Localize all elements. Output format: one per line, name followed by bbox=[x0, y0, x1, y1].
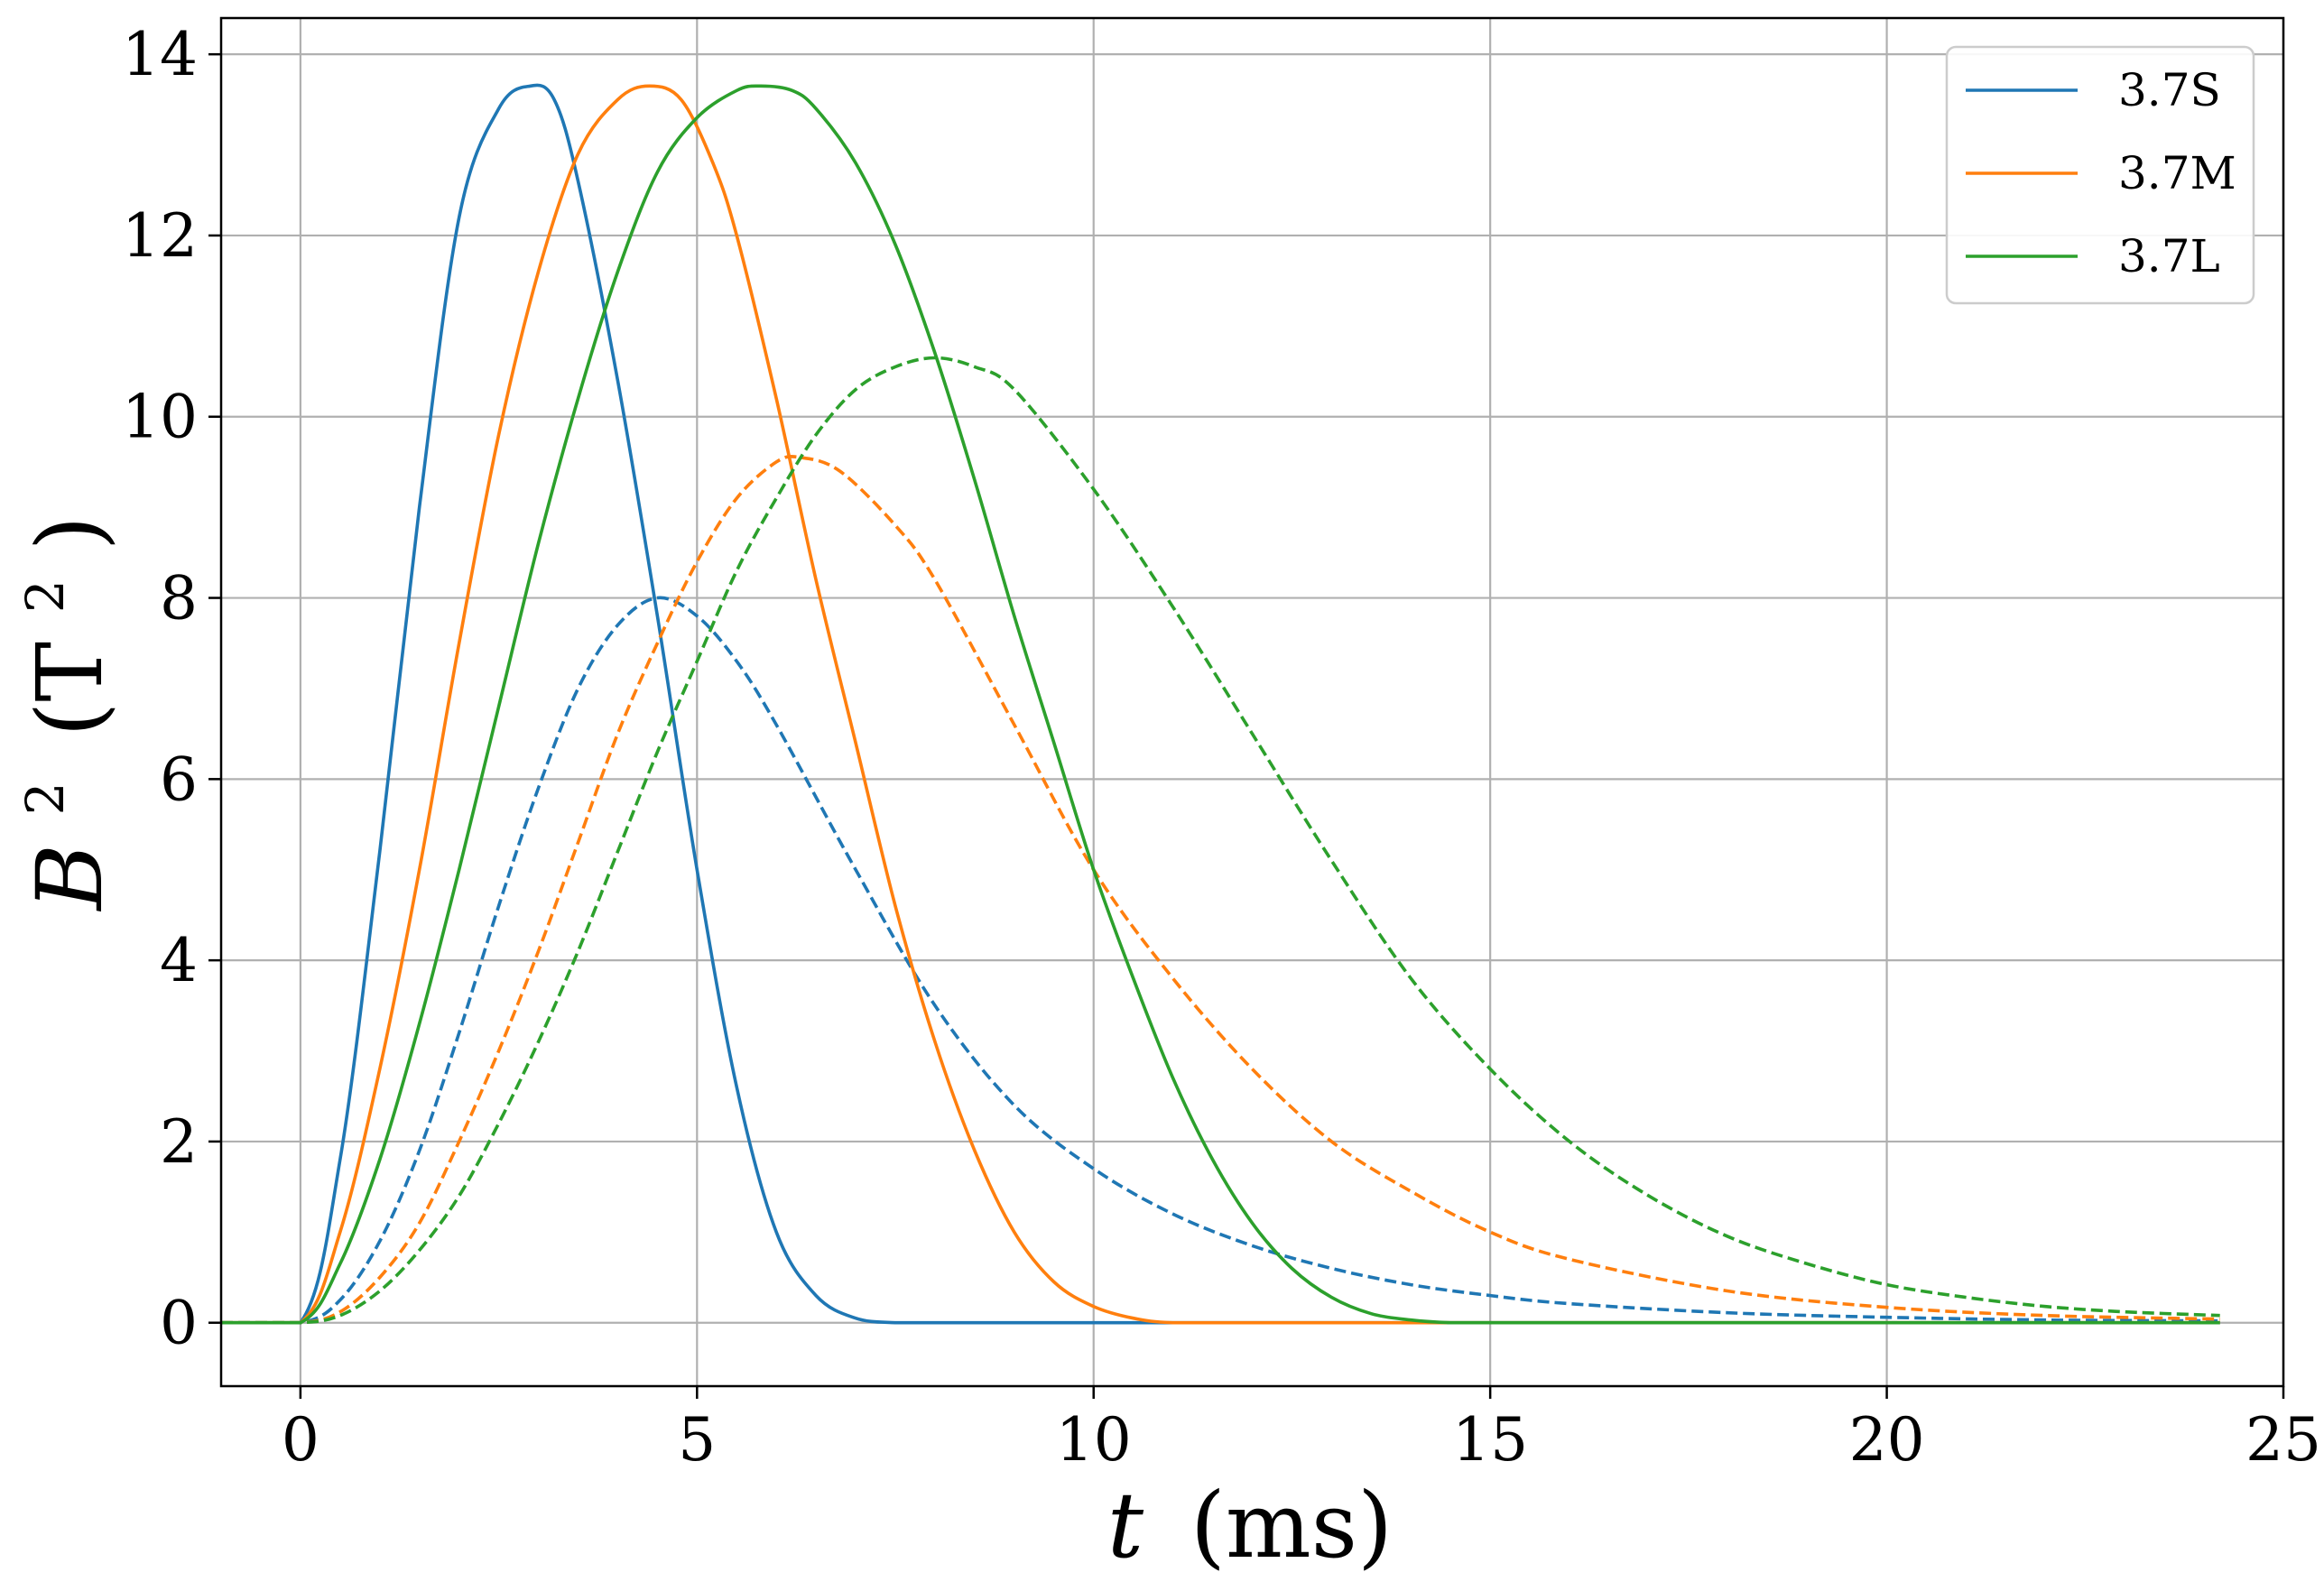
y-tick-label: 0 bbox=[160, 1289, 198, 1358]
series-line-3-7m-dashed bbox=[220, 455, 2220, 1325]
x-axis-label: t (ms) bbox=[1107, 1473, 1393, 1578]
series-line-3-7l-dashed bbox=[220, 356, 2220, 1325]
x-tick-label: 20 bbox=[1849, 1405, 1925, 1475]
x-tick-label: 10 bbox=[1056, 1405, 1132, 1475]
series-lines bbox=[220, 83, 2220, 1325]
legend-entry-label: 3.7L bbox=[2118, 230, 2220, 282]
y-axis-label-unit-close: ) bbox=[17, 515, 123, 550]
y-axis-label-var: B bbox=[17, 844, 123, 912]
legend-box bbox=[1945, 45, 2255, 305]
series-line-3-7s-solid bbox=[220, 83, 2220, 1325]
y-tick-label: 10 bbox=[122, 383, 198, 452]
y-tick-label: 4 bbox=[160, 926, 198, 995]
plot-frame bbox=[219, 16, 2285, 1388]
y-tick-label: 6 bbox=[160, 745, 198, 814]
series-line-3-7l-solid bbox=[220, 84, 2220, 1325]
x-axis-label-var: t bbox=[1107, 1473, 1144, 1578]
axis-ticks: 0 5 10 15 20 25 0 2 4 6 8 10 12 14 bbox=[122, 20, 2321, 1475]
y-axis-label-sup: 2 bbox=[14, 782, 76, 815]
y-tick-label: 2 bbox=[160, 1107, 198, 1177]
legend: 3.7S 3.7M 3.7L bbox=[1945, 45, 2255, 305]
y-axis-label-unit-open: (T bbox=[17, 642, 123, 737]
series-line-3-7m-solid bbox=[220, 84, 2220, 1325]
legend-entry-label: 3.7M bbox=[2118, 147, 2236, 199]
x-axis-label-unit: (ms) bbox=[1190, 1473, 1393, 1578]
y-tick-label: 8 bbox=[160, 564, 198, 634]
series-line-3-7s-dashed bbox=[220, 596, 2220, 1325]
y-tick-label: 12 bbox=[122, 201, 198, 271]
x-tick-label: 25 bbox=[2245, 1405, 2321, 1475]
y-axis-label: B 2 (T 2 ) bbox=[0, 515, 123, 911]
y-axis-label-unit-sup: 2 bbox=[14, 579, 76, 613]
x-tick-label: 5 bbox=[678, 1405, 716, 1475]
x-tick-label: 15 bbox=[1452, 1405, 1528, 1475]
legend-entry-label: 3.7S bbox=[2118, 64, 2221, 116]
x-tick-label: 0 bbox=[282, 1405, 319, 1475]
y-tick-label: 14 bbox=[122, 20, 198, 89]
